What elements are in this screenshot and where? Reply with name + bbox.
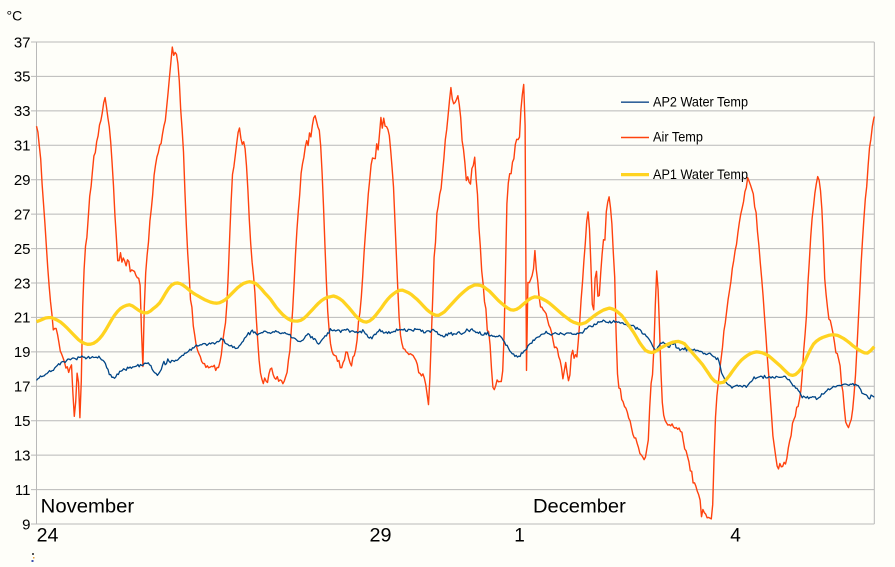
svg-text:AP1 Water Temp: AP1 Water Temp	[653, 166, 748, 182]
svg-text:Air Temp: Air Temp	[653, 129, 703, 145]
svg-text:13: 13	[14, 447, 31, 464]
svg-text:35: 35	[14, 69, 31, 86]
svg-text:24: 24	[37, 526, 59, 547]
svg-text:1: 1	[514, 526, 525, 547]
svg-text:17: 17	[14, 379, 31, 396]
svg-text:23: 23	[14, 275, 31, 292]
svg-text:9: 9	[22, 516, 30, 533]
svg-text:31: 31	[14, 138, 31, 155]
svg-text:AP2 Water Temp: AP2 Water Temp	[653, 93, 748, 109]
svg-text:29: 29	[370, 526, 392, 547]
svg-text:19: 19	[14, 344, 31, 361]
svg-text:25: 25	[14, 241, 31, 258]
svg-text:27: 27	[14, 206, 31, 223]
svg-text:15: 15	[14, 413, 31, 430]
svg-text:11: 11	[15, 482, 31, 499]
svg-text:4: 4	[730, 526, 741, 547]
svg-text:°C: °C	[7, 8, 23, 24]
svg-text:December: December	[533, 497, 626, 518]
svg-text:33: 33	[14, 103, 31, 120]
svg-text:37: 37	[14, 34, 31, 51]
svg-text:21: 21	[14, 310, 31, 327]
svg-text:November: November	[41, 497, 135, 518]
svg-text:29: 29	[14, 172, 31, 189]
